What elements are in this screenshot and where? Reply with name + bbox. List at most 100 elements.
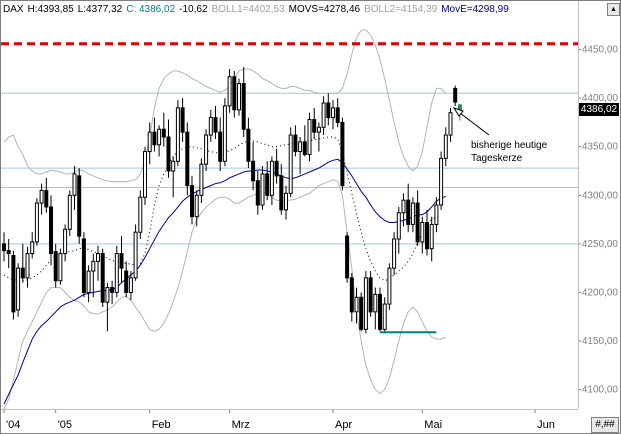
candle-body-54 bbox=[255, 180, 260, 206]
candle-body-75 bbox=[354, 296, 359, 313]
candle-body-23 bbox=[110, 287, 115, 293]
y-tick-label-1: 4150,00 bbox=[582, 336, 619, 347]
candle-body-15 bbox=[72, 173, 77, 196]
candle-body-43 bbox=[204, 134, 209, 165]
candle-body-77 bbox=[363, 277, 368, 330]
header-boll1: BOLL1=4402,53 bbox=[211, 4, 285, 15]
y-tick-label-4: 4300,00 bbox=[582, 190, 619, 201]
header-move: MovE=4298,99 bbox=[441, 4, 509, 15]
candle-body-42 bbox=[199, 163, 204, 196]
candle-body-45 bbox=[213, 117, 218, 133]
candle-body-34 bbox=[161, 128, 166, 138]
y-tick-label-5: 4350,00 bbox=[582, 142, 619, 153]
candle-body-8 bbox=[39, 189, 44, 204]
candle-body-39 bbox=[185, 131, 190, 187]
candle-body-79 bbox=[373, 293, 378, 313]
scroll-up-button[interactable]: ▲ bbox=[607, 3, 620, 16]
header-close: C: 4386,02 bbox=[126, 4, 176, 15]
candle-body-44 bbox=[208, 117, 213, 136]
candle-body-46 bbox=[218, 131, 223, 162]
annotation-line-2: Tageskerze bbox=[471, 153, 523, 164]
candle-body-74 bbox=[349, 277, 354, 313]
candle-body-88 bbox=[415, 202, 420, 243]
annotation: bisherige heutige Tageskerze bbox=[452, 107, 548, 164]
y-tick-label-6: 4400,00 bbox=[582, 93, 619, 104]
candle-body-24 bbox=[114, 253, 119, 293]
candle-body-40 bbox=[190, 185, 194, 218]
candle-body-33 bbox=[157, 128, 162, 146]
candle-body-31 bbox=[147, 131, 152, 153]
x-tick-label-2: Feb bbox=[152, 419, 171, 431]
candle-body-58 bbox=[274, 160, 279, 177]
candle-body-64 bbox=[302, 141, 307, 155]
candle-body-65 bbox=[307, 119, 312, 155]
candle-body-94 bbox=[443, 134, 448, 159]
candle-body-85 bbox=[401, 199, 406, 214]
candle-body-78 bbox=[368, 277, 373, 313]
moving-averages bbox=[3, 136, 446, 405]
header-movs: MOVS=4278,46 bbox=[288, 4, 361, 15]
candle-body-10 bbox=[49, 206, 53, 255]
bollinger-upper-line bbox=[3, 29, 447, 183]
candle-body-66 bbox=[312, 119, 317, 133]
candle-body-69 bbox=[326, 102, 331, 119]
y-axis-line bbox=[578, 1, 579, 409]
candle-body-80 bbox=[378, 293, 382, 330]
candle-body-14 bbox=[67, 194, 72, 230]
candle-body-48 bbox=[227, 76, 232, 107]
candle-body-27 bbox=[128, 277, 133, 293]
header-symbol: DAX bbox=[3, 4, 24, 15]
candle-body-19 bbox=[91, 260, 96, 272]
candle-body-29 bbox=[138, 196, 143, 233]
candle-body-18 bbox=[86, 270, 91, 293]
x-tick-label-0: '04 bbox=[6, 419, 20, 431]
candle-body-83 bbox=[392, 238, 397, 269]
candle-body-53 bbox=[251, 160, 256, 182]
header-boll2: BOLL2=4154,39 bbox=[364, 4, 438, 15]
candle-body-52 bbox=[246, 128, 251, 162]
candle-body-55 bbox=[260, 173, 265, 206]
candle-body-60 bbox=[284, 192, 288, 211]
candle-body-6 bbox=[30, 241, 35, 255]
candle-body-13 bbox=[63, 228, 68, 255]
candle-body-21 bbox=[100, 253, 105, 303]
candle-body-50 bbox=[237, 83, 241, 111]
candle-body-92 bbox=[434, 204, 439, 225]
candle-body-70 bbox=[331, 107, 335, 119]
candle-body-4 bbox=[20, 267, 25, 279]
current-price-tag: 4386,02 bbox=[579, 103, 619, 116]
candle-body-51 bbox=[241, 83, 246, 130]
candle-body-82 bbox=[387, 267, 392, 305]
candle-body-67 bbox=[316, 126, 321, 133]
candle-body-76 bbox=[359, 296, 364, 330]
candle-body-2 bbox=[11, 255, 16, 313]
candles bbox=[2, 67, 462, 334]
number-format-button[interactable]: #,## bbox=[591, 417, 619, 433]
chart-header: DAX H:4393,85 L:4377,32 C: 4386,02 -10,62 BOL… bbox=[3, 3, 513, 17]
candle-body-59 bbox=[279, 175, 284, 211]
candle-body-90 bbox=[425, 221, 429, 250]
bollinger-lower-line bbox=[3, 179, 446, 410]
candle-body-61 bbox=[288, 134, 293, 194]
bollinger-bands bbox=[3, 29, 447, 410]
candle-body-72 bbox=[340, 121, 345, 187]
candle-body-81 bbox=[382, 303, 387, 330]
x-axis-line bbox=[1, 409, 578, 410]
candle-body-93 bbox=[439, 157, 444, 206]
x-tick-label-4: Apr bbox=[335, 419, 352, 431]
annotation-line-1: bisherige heutige bbox=[471, 140, 548, 151]
y-tick-label-7: 4450,00 bbox=[582, 45, 619, 56]
candle-body-71 bbox=[335, 107, 340, 123]
candle-body-16 bbox=[77, 175, 82, 237]
candle-body-37 bbox=[175, 107, 180, 162]
candle-body-73 bbox=[345, 235, 350, 279]
header-high: H:4393,85 bbox=[27, 4, 74, 15]
candle-body-26 bbox=[124, 270, 129, 293]
annotation-arrow-head bbox=[452, 107, 464, 117]
candle-body-62 bbox=[293, 134, 298, 153]
y-axis-tick-labels: 4100,00 4150,00 4200,00 4250,00 4300,00 4350,… bbox=[578, 45, 618, 396]
candle-body-20 bbox=[96, 253, 100, 262]
candle-body-38 bbox=[180, 107, 185, 133]
header-change: -10,62 bbox=[179, 4, 208, 15]
